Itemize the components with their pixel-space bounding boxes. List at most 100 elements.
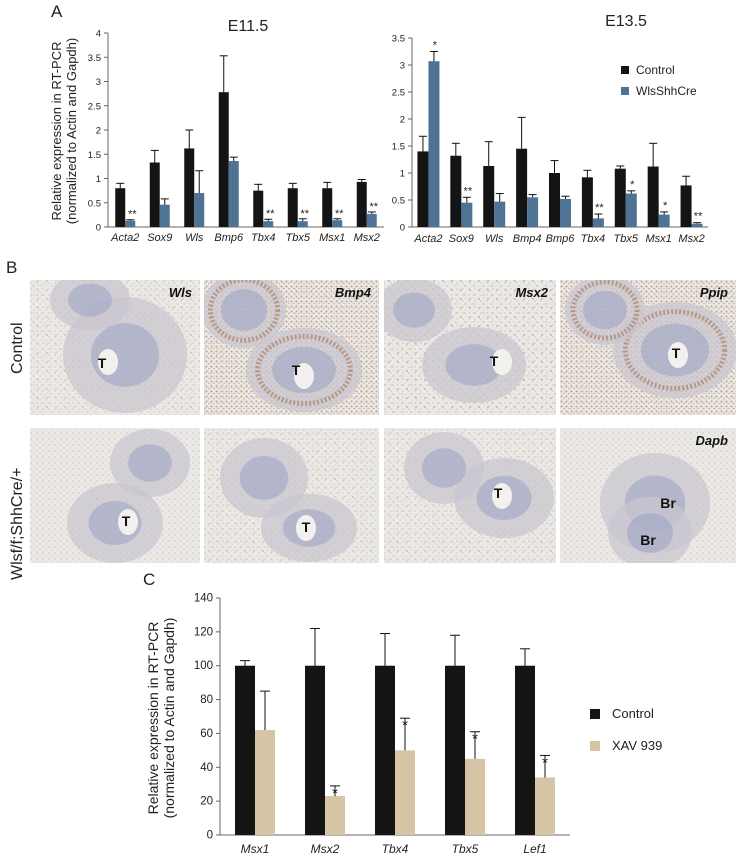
lumen xyxy=(98,349,118,375)
significance-mark: * xyxy=(542,754,548,771)
category-label: Msx1 xyxy=(319,232,345,244)
epithelium xyxy=(128,444,172,482)
bar-control xyxy=(614,168,626,227)
stain-ring xyxy=(622,309,728,391)
y-tick-label: 2.5 xyxy=(392,88,405,99)
bar-control xyxy=(305,665,325,835)
legend: Control XAV 939 xyxy=(590,706,662,753)
bar-control xyxy=(581,177,593,227)
bar-treatment xyxy=(535,777,555,835)
epithelium xyxy=(68,283,112,317)
bar-treatment xyxy=(194,193,205,227)
bar-control xyxy=(356,181,367,227)
category-label: Wls xyxy=(185,232,204,244)
micrograph-tile: T xyxy=(384,428,556,563)
category-label: Tbx4 xyxy=(251,232,275,244)
bar-treatment xyxy=(125,220,136,227)
structure-mark: Br xyxy=(640,532,656,548)
micrograph-tile: Dapb Br Br xyxy=(560,428,736,563)
micrograph-tile: T xyxy=(204,428,379,563)
significance-mark: * xyxy=(402,717,408,734)
significance-mark: * xyxy=(663,200,668,212)
bar-treatment xyxy=(366,213,377,227)
structure-mark: T xyxy=(490,353,499,369)
y-tick-label: 80 xyxy=(200,694,213,706)
y-tick-label: 100 xyxy=(194,660,213,672)
chart-title: E13.5 xyxy=(605,13,647,30)
legend-label-treatment: WlsShhCre xyxy=(636,84,697,98)
bar-treatment xyxy=(228,161,239,227)
y-tick-label: 20 xyxy=(200,796,213,808)
y-axis-title: Relative expression in RT-PCR(normalized… xyxy=(145,618,177,819)
y-tick-label: 3.5 xyxy=(392,34,405,45)
structure-mark: T xyxy=(98,355,107,371)
significance-mark: ** xyxy=(300,208,309,220)
y-tick-label: 0.5 xyxy=(88,198,101,209)
bar-control xyxy=(149,162,160,227)
micrograph-tile: Ppip T xyxy=(560,280,736,415)
row-label-control: Control xyxy=(9,322,26,374)
legend-swatch-treatment xyxy=(590,741,600,751)
bar-treatment xyxy=(527,197,539,227)
epithelium xyxy=(583,290,627,330)
y-tick-label: 2 xyxy=(96,126,101,137)
stain-ring xyxy=(207,280,281,343)
probe-label: Bmp4 xyxy=(335,285,372,300)
category-label: Tbx4 xyxy=(382,842,409,856)
bar-treatment xyxy=(255,730,275,835)
probe-label: Msx2 xyxy=(515,285,548,300)
panel-c-letter: C xyxy=(143,570,155,589)
category-label: Acta2 xyxy=(110,232,139,244)
significance-mark: * xyxy=(433,40,438,52)
category-label: Tbx5 xyxy=(452,842,479,856)
category-label: Tbx5 xyxy=(286,232,311,244)
legend: Control WlsShhCre xyxy=(621,63,697,98)
y-tick-label: 1.5 xyxy=(88,150,101,161)
bar-control xyxy=(115,188,126,227)
probe-label: Dapb xyxy=(696,433,729,448)
legend-label-treatment: XAV 939 xyxy=(612,738,662,753)
significance-mark: * xyxy=(472,731,478,748)
epithelium xyxy=(626,513,674,553)
bar-treatment xyxy=(332,220,343,227)
significance-mark: ** xyxy=(266,208,275,220)
lumen xyxy=(296,515,316,541)
structure-mark: T xyxy=(494,485,503,501)
bar-treatment xyxy=(494,201,506,227)
bar-control xyxy=(253,190,264,227)
significance-mark: ** xyxy=(694,211,703,223)
category-label: Acta2 xyxy=(413,233,442,245)
significance-mark: ** xyxy=(369,201,378,213)
micrograph-tile: Msx2 T xyxy=(384,280,556,415)
y-tick-label: 0 xyxy=(207,830,213,842)
lumen xyxy=(492,349,512,375)
bar-control xyxy=(516,148,528,227)
row-label-mutant: Wlsf/f;ShhCre/+ xyxy=(9,468,26,580)
category-label: Sox9 xyxy=(147,232,172,244)
category-label: Tbx4 xyxy=(581,233,605,245)
bar-control xyxy=(235,665,255,835)
y-tick-label: 2.5 xyxy=(88,101,101,112)
significance-mark: ** xyxy=(464,185,473,197)
y-tick-label: 140 xyxy=(194,593,213,605)
panel-a-letter: A xyxy=(51,2,63,21)
y-tick-label: 3 xyxy=(400,61,405,72)
bar-control xyxy=(417,151,429,227)
bar-treatment xyxy=(560,198,571,227)
bar-control xyxy=(287,188,298,227)
legend-label-control: Control xyxy=(612,706,654,721)
category-label: Wls xyxy=(485,233,504,245)
significance-mark: * xyxy=(332,785,338,802)
y-tick-label: 4 xyxy=(96,29,101,40)
y-tick-label: 40 xyxy=(200,762,213,774)
legend-swatch-control xyxy=(590,709,600,719)
significance-mark: ** xyxy=(128,209,137,221)
category-label: Tbx5 xyxy=(614,233,639,245)
epithelium xyxy=(220,289,268,331)
legend-label-control: Control xyxy=(636,63,675,77)
y-tick-label: 3 xyxy=(96,77,101,88)
micrograph-tile: Wls T xyxy=(30,280,200,415)
bar-control xyxy=(445,665,465,835)
epithelium xyxy=(393,292,435,328)
